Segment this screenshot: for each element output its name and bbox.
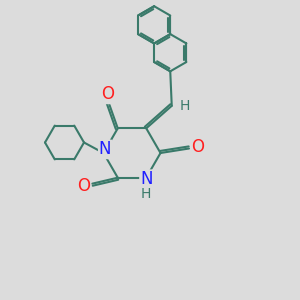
Text: H: H — [179, 99, 190, 113]
Text: H: H — [141, 187, 152, 201]
Text: O: O — [77, 177, 90, 195]
Text: O: O — [101, 85, 114, 103]
Text: O: O — [191, 138, 204, 156]
Text: N: N — [99, 140, 111, 158]
Text: N: N — [140, 170, 152, 188]
